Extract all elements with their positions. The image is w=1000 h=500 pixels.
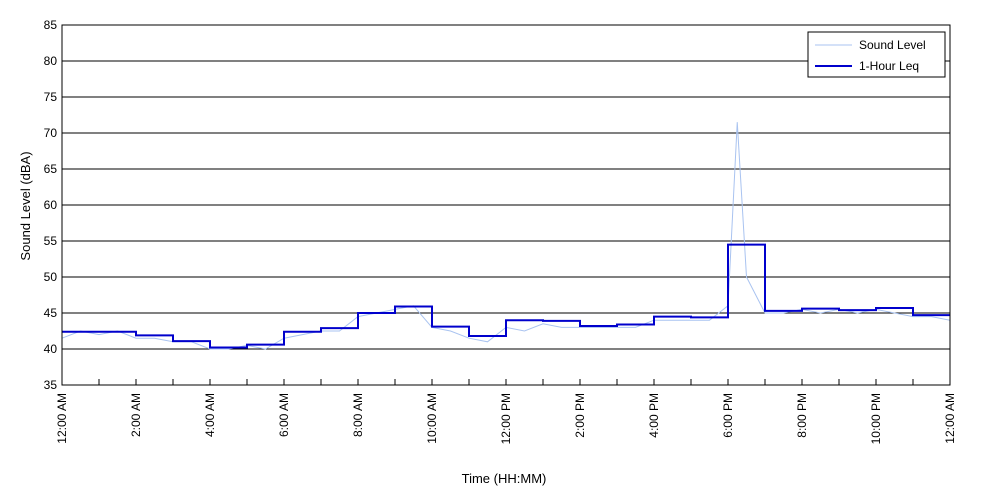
y-tick-label: 45 bbox=[44, 306, 58, 320]
legend-box bbox=[807, 31, 946, 78]
legend-label-leq: 1-Hour Leq bbox=[859, 59, 919, 73]
y-tick-label: 40 bbox=[44, 342, 58, 356]
x-tick-label: 12:00 PM bbox=[499, 393, 513, 444]
y-tick-label: 55 bbox=[44, 234, 58, 248]
leq-series bbox=[62, 243, 950, 349]
y-tick-label: 85 bbox=[44, 18, 58, 32]
y-axis-title: Sound Level (dBA) bbox=[18, 151, 33, 260]
leq-step-line bbox=[62, 243, 950, 349]
x-tick-label: 2:00 AM bbox=[129, 393, 143, 437]
x-tick-label: 4:00 PM bbox=[647, 393, 661, 438]
x-axis: 12:00 AM 2:00 AM 4:00 AM 6:00 AM 8:00 AM 10:0… bbox=[55, 379, 957, 444]
y-tick-label: 50 bbox=[44, 270, 58, 284]
sound-level-series bbox=[61, 122, 951, 350]
y-axis: 35 40 45 50 55 60 65 70 75 80 85 bbox=[44, 18, 58, 392]
x-tick-label: 8:00 PM bbox=[795, 393, 809, 438]
x-axis-title: Time (HH:MM) bbox=[462, 471, 547, 486]
y-tick-label: 65 bbox=[44, 162, 58, 176]
x-tick-label: 12:00 AM bbox=[55, 393, 69, 444]
x-tick-label: 10:00 AM bbox=[425, 393, 439, 444]
x-tick-label: 6:00 PM bbox=[721, 393, 735, 438]
x-tick-label: 4:00 AM bbox=[203, 393, 217, 437]
x-tick-label: 6:00 AM bbox=[277, 393, 291, 437]
x-tick-label: 10:00 PM bbox=[869, 393, 883, 444]
y-tick-label: 75 bbox=[44, 90, 58, 104]
x-tick-label: 2:00 PM bbox=[573, 393, 587, 438]
gridlines bbox=[62, 60, 950, 350]
legend: Sound Level 1-Hour Leq bbox=[807, 31, 946, 78]
sound-level-line bbox=[61, 122, 951, 350]
y-tick-label: 70 bbox=[44, 126, 58, 140]
y-tick-label: 60 bbox=[44, 198, 58, 212]
y-tick-label: 80 bbox=[44, 54, 58, 68]
x-tick-label: 12:00 AM bbox=[943, 393, 957, 444]
y-tick-label: 35 bbox=[44, 378, 58, 392]
legend-label-sound-level: Sound Level bbox=[859, 38, 926, 52]
x-tick-label: 8:00 AM bbox=[351, 393, 365, 437]
